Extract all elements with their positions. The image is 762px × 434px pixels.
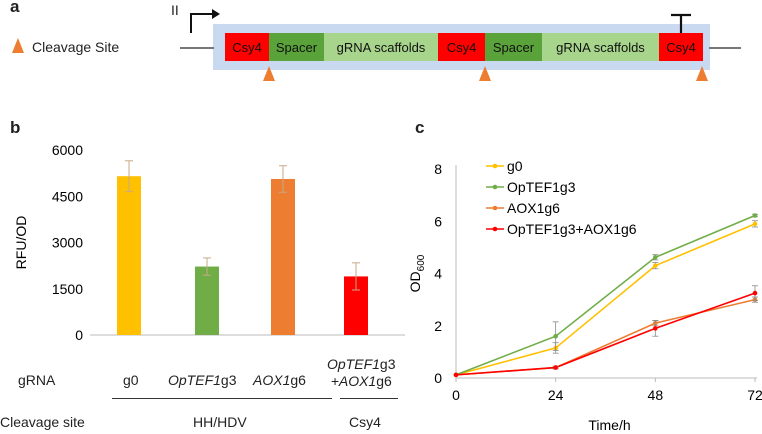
segment-csy4-3: Csy4 [659,33,703,61]
cleavage-site-marker [479,66,491,81]
grna-row-label: gRNA [18,372,56,388]
legend-label: OpTEF1g3 [507,179,576,195]
bar-y-tick-label: 3000 [52,235,83,251]
legend-swatch-point [492,184,498,190]
legend-label: OpTEF1g3+AOX1g6 [507,221,637,237]
cleavage-site-marker [263,66,275,81]
series-point [653,263,658,268]
legend-swatch-point [492,205,498,211]
series-point [453,372,459,378]
group-label-hh-hdv: HH/HDV [193,414,247,430]
bar-error-bar [279,165,287,193]
series-point [553,333,558,339]
segment-spacer-2: Spacer [485,33,542,61]
line-x-tick-label: 48 [648,387,664,403]
panel-a-letter: a [10,0,20,16]
bar-y-tick-label: 0 [75,327,83,343]
bar-chart: RFU/OD 0 1500 3000 4500 6000 [13,142,405,343]
line-y-tick-label: 2 [434,318,442,334]
group-label-csy4: Csy4 [349,414,381,430]
legend-cleavage-triangle [12,38,24,53]
backbone-right [709,47,741,49]
segment-csy4-2: Csy4 [438,33,485,61]
line-y-tick-label: 6 [434,213,442,229]
line-y-tick-label: 0 [434,370,442,386]
series-point [752,221,758,227]
legend-swatch-point [492,226,498,232]
bar [195,266,219,335]
legend-label: AOX1g6 [507,200,560,216]
line-x-tick-label: 72 [747,387,762,403]
group-underline-csy4 [340,398,398,399]
segment-csy4-1: Csy4 [225,33,269,61]
series-point [553,365,558,370]
promoter-label: II [171,2,179,18]
bar-y-tick-label: 4500 [52,188,83,204]
legend-swatch-point [492,163,498,169]
series-line [455,223,756,376]
series-point [653,255,658,260]
category-label-combined: OpTEF1g3 +AOX1g6 [327,356,396,389]
series-line [455,292,756,376]
panel-c-letter: c [415,118,425,137]
line-x-axis-label: Time/h [588,417,630,433]
bar-error-bar [125,160,133,193]
series-point [752,213,758,218]
bar [271,178,295,335]
line-y-tick-label: 4 [434,266,442,282]
segment-scaffold-1: gRNA scaffolds [324,33,438,61]
line-y-axis-label: OD600 [407,254,427,292]
segment-spacer-1: Spacer [269,33,324,61]
series-line [455,214,756,376]
line-x-tick-label: 0 [452,387,460,403]
group-underline-hh [112,398,332,399]
bar-error-bar [203,257,211,276]
line-x-tick-label: 24 [548,387,564,403]
bar-y-tick-label: 6000 [52,142,83,158]
panel-b-letter: b [10,118,21,137]
segment-scaffold-2: gRNA scaffolds [542,33,659,61]
category-label-g0: g0 [123,372,139,388]
line-y-tick-label: 8 [434,161,442,177]
promoter-arrow-icon [190,9,220,33]
backbone-left [180,47,214,49]
legend-cleavage-label: Cleavage Site [32,39,120,55]
series-point [752,290,758,296]
cleavage-row-label: Cleavage site [0,414,85,430]
bar-error-bar [352,262,360,291]
legend-label: g0 [507,158,523,174]
series-point [653,326,658,331]
cleavage-site-marker [696,66,708,81]
bar-y-axis-label: RFU/OD [13,216,29,270]
category-label-optef1g3: OpTEF1g3 [168,372,237,388]
bar [117,176,141,335]
category-label-aox1g6: AOX1g6 [253,372,306,388]
bar-y-tick-label: 1500 [52,281,83,297]
